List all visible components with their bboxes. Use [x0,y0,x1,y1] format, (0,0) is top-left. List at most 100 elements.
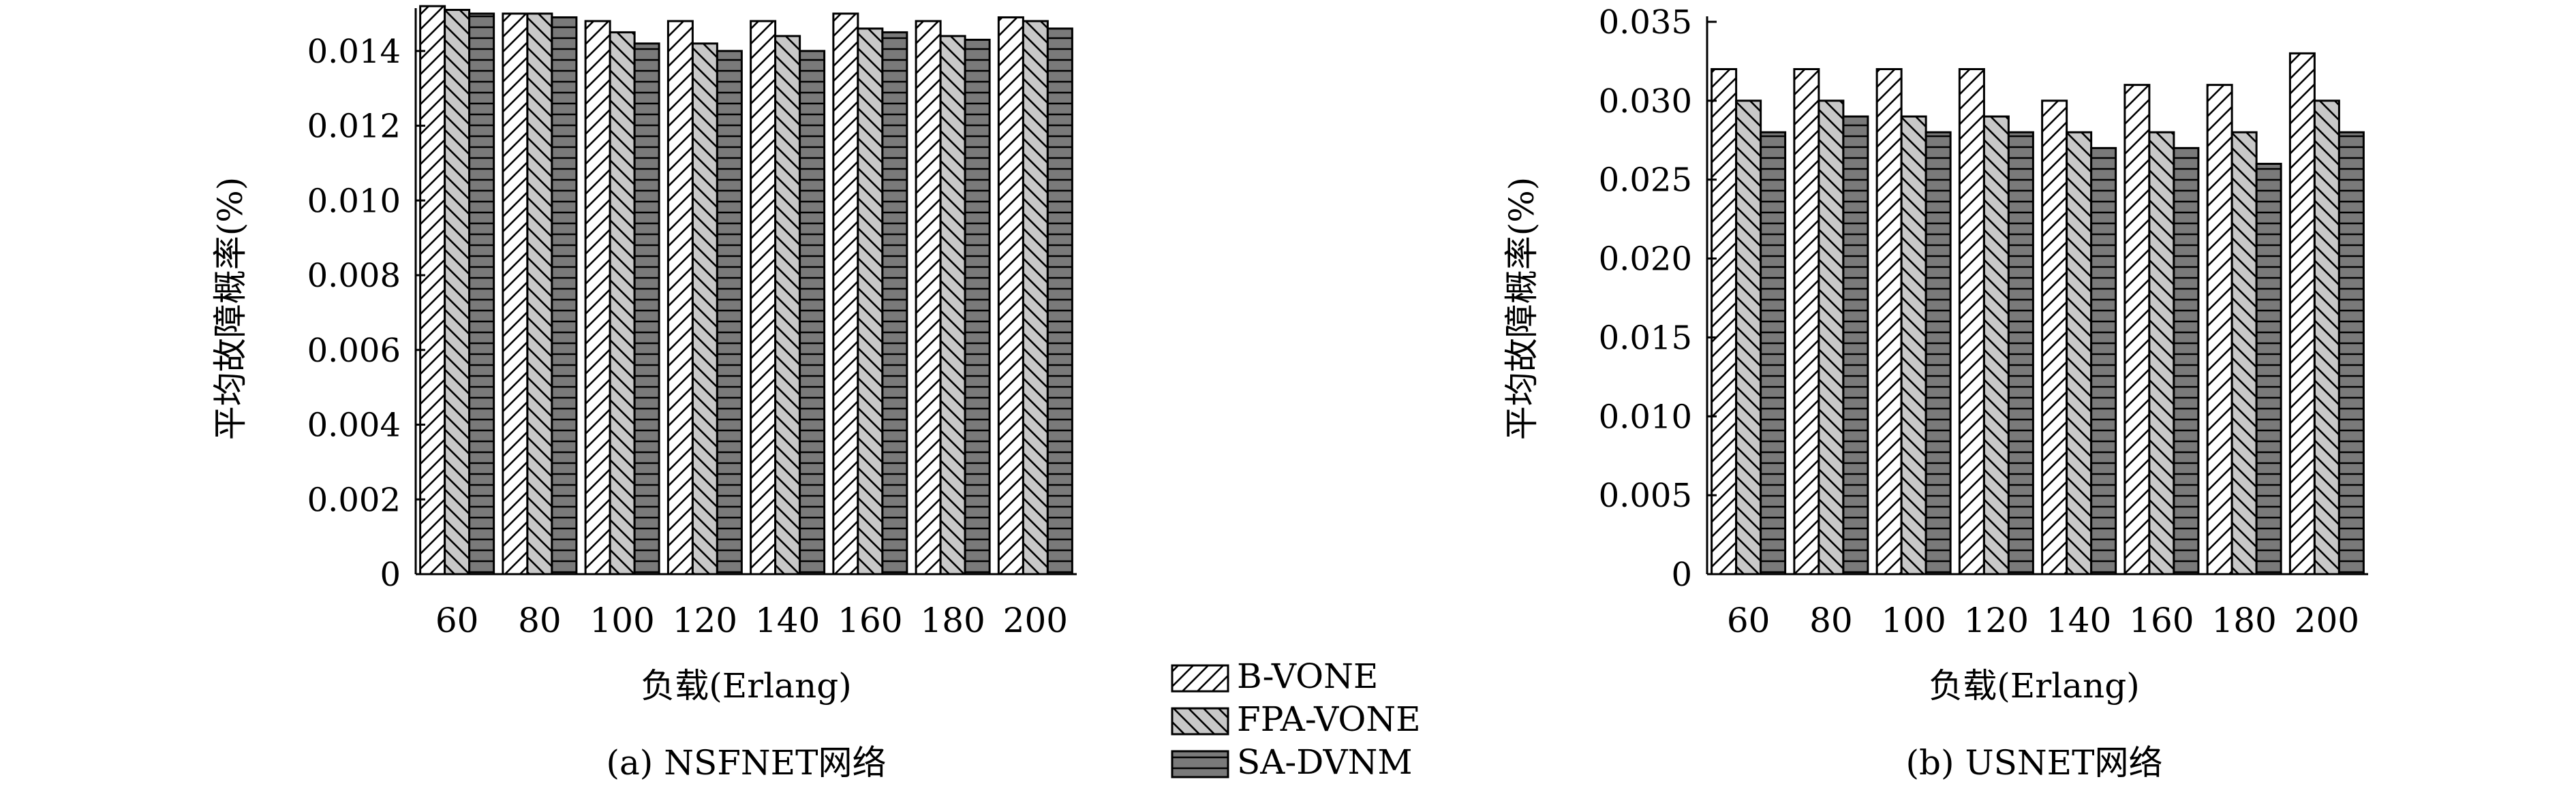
bar-nsfnet-fpa-vone-80 [526,12,553,576]
bar-nsfnet-fpa-vone-180 [939,35,966,576]
y-ticks-nsfnet: 0 0.002 0.004 0.006 0.008 0.010 0.012 0.014 [307,33,425,594]
bar-usnet-fpa-vone-140 [2066,131,2093,576]
chart-usnet: 0 0.005 0.010 0.015 0.020 0.025 0.030 0.035 60 8… [1502,3,2368,783]
bar-usnet-b-vone-180 [2206,84,2233,576]
legend-swatch-sa-dvnm [1171,750,1229,778]
y-tick-label-usnet-6: 0.030 [1599,82,1692,121]
bar-nsfnet-sa-dvnm-140 [799,50,826,576]
x-tick-label-usnet-200: 200 [2295,601,2359,640]
axes-usnet [1706,16,2368,576]
bar-usnet-sa-dvnm-200 [2337,131,2365,576]
bars-nsfnet [419,5,1073,576]
y-tick-label-usnet-2: 0.010 [1599,398,1692,436]
bar-nsfnet-fpa-vone-100 [609,31,636,576]
bar-usnet-b-vone-140 [2041,99,2068,576]
bar-usnet-fpa-vone-180 [2230,131,2258,576]
legend-swatch-fpa-vone [1171,707,1229,736]
x-tick-label-usnet-60: 60 [1727,601,1770,640]
bar-nsfnet-sa-dvnm-60 [468,12,495,576]
y-tick-label-nsfnet-1: 0.002 [307,481,401,519]
bar-usnet-b-vone-120 [1958,68,1985,576]
x-tick-label-nsfnet-200: 200 [1003,601,1068,640]
x-tick-label-nsfnet-180: 180 [920,601,985,640]
bars-usnet [1711,52,2365,576]
x-tick-label-nsfnet-140: 140 [755,601,820,640]
legend: B-VONE FPA-VONE SA-DVNM [1171,657,1421,782]
axes-nsfnet [414,8,1077,576]
y-tick-label-usnet-5: 0.025 [1599,161,1692,200]
bar-usnet-b-vone-60 [1711,68,1738,576]
legend-label-sa-dvnm: SA-DVNM [1237,742,1413,782]
bar-nsfnet-b-vone-120 [666,20,694,576]
y-axis-label-usnet: 平均故障概率(%) [1502,177,1542,441]
x-tick-label-usnet-120: 120 [1964,601,2029,640]
bar-usnet-b-vone-80 [1793,68,1820,576]
x-tick-label-nsfnet-60: 60 [435,601,479,640]
bar-nsfnet-b-vone-180 [915,20,942,576]
bar-nsfnet-sa-dvnm-180 [964,38,991,576]
x-tick-label-nsfnet-100: 100 [589,601,654,640]
y-tick-label-nsfnet-6: 0.012 [307,108,401,146]
bar-nsfnet-b-vone-200 [997,16,1024,576]
y-tick-label-usnet-4: 0.020 [1599,240,1692,279]
x-axis-label-nsfnet: 负载(Erlang) [641,666,851,706]
legend-swatch-b-vone [1171,664,1229,693]
y-tick-label-nsfnet-3: 0.006 [307,332,401,370]
bar-usnet-fpa-vone-80 [1818,99,1845,576]
x-ticks-usnet: 60 80 100 120 140 160 180 200 [1727,601,2359,640]
bar-usnet-fpa-vone-100 [1900,115,1927,576]
bar-nsfnet-sa-dvnm-200 [1046,27,1073,576]
bar-usnet-b-vone-160 [2123,84,2151,576]
bar-nsfnet-b-vone-80 [502,12,529,576]
y-tick-label-usnet-7: 0.035 [1599,3,1692,42]
x-tick-label-usnet-80: 80 [1809,601,1853,640]
bar-nsfnet-b-vone-140 [750,20,777,576]
y-ticks-usnet: 0 0.005 0.010 0.015 0.020 0.025 0.030 0.035 [1599,3,1717,594]
bar-usnet-fpa-vone-120 [1982,115,2010,576]
bar-nsfnet-fpa-vone-140 [774,35,801,576]
bar-usnet-sa-dvnm-80 [1842,115,1869,576]
x-tick-label-usnet-160: 160 [2129,601,2194,640]
bar-usnet-b-vone-200 [2288,52,2316,576]
x-tick-label-usnet-140: 140 [2046,601,2111,640]
bar-usnet-sa-dvnm-160 [2173,146,2200,576]
x-tick-label-nsfnet-160: 160 [838,601,902,640]
bar-nsfnet-sa-dvnm-100 [633,42,660,576]
bar-nsfnet-sa-dvnm-120 [716,50,743,576]
bar-usnet-b-vone-100 [1875,68,1903,576]
bar-nsfnet-b-vone-160 [832,12,859,576]
bar-usnet-sa-dvnm-140 [2090,146,2117,576]
caption-nsfnet: (a) NSFNET网络 [606,743,886,783]
bar-usnet-sa-dvnm-180 [2255,163,2282,576]
legend-label-b-vone: B-VONE [1237,657,1378,696]
bar-nsfnet-fpa-vone-160 [857,27,884,576]
bar-usnet-fpa-vone-200 [2313,99,2340,576]
y-tick-label-nsfnet-4: 0.008 [307,257,401,295]
y-tick-label-usnet-1: 0.005 [1599,477,1692,515]
y-tick-label-nsfnet-5: 0.010 [307,182,401,220]
bar-nsfnet-sa-dvnm-160 [881,31,908,576]
x-axis-label-usnet: 负载(Erlang) [1929,666,2139,706]
y-tick-label-usnet-0: 0 [1671,556,1692,594]
x-tick-label-nsfnet-80: 80 [518,601,562,640]
bar-nsfnet-b-vone-100 [584,20,611,576]
bar-usnet-sa-dvnm-120 [2007,131,2034,576]
chart-nsfnet: 0 0.002 0.004 0.006 0.008 0.010 0.012 0.014 60 8… [211,5,1077,783]
bar-usnet-sa-dvnm-60 [1760,131,1787,576]
x-tick-label-usnet-100: 100 [1881,601,1946,640]
bar-nsfnet-b-vone-60 [419,5,446,576]
bar-usnet-fpa-vone-160 [2148,131,2175,576]
y-tick-label-nsfnet-2: 0.004 [307,407,401,445]
y-tick-label-usnet-3: 0.015 [1599,319,1692,357]
legend-label-fpa-vone: FPA-VONE [1237,699,1421,739]
y-tick-label-nsfnet-0: 0 [380,556,401,594]
bar-usnet-fpa-vone-60 [1735,99,1762,576]
x-tick-label-nsfnet-120: 120 [673,601,737,640]
bar-usnet-sa-dvnm-100 [1925,131,1952,576]
caption-usnet: (b) USNET网络 [1906,743,2163,783]
y-axis-label-nsfnet: 平均故障概率(%) [211,177,250,441]
bar-nsfnet-fpa-vone-60 [444,9,471,576]
x-ticks-nsfnet: 60 80 100 120 140 160 180 200 [435,601,1068,640]
y-tick-label-nsfnet-7: 0.014 [307,33,401,71]
